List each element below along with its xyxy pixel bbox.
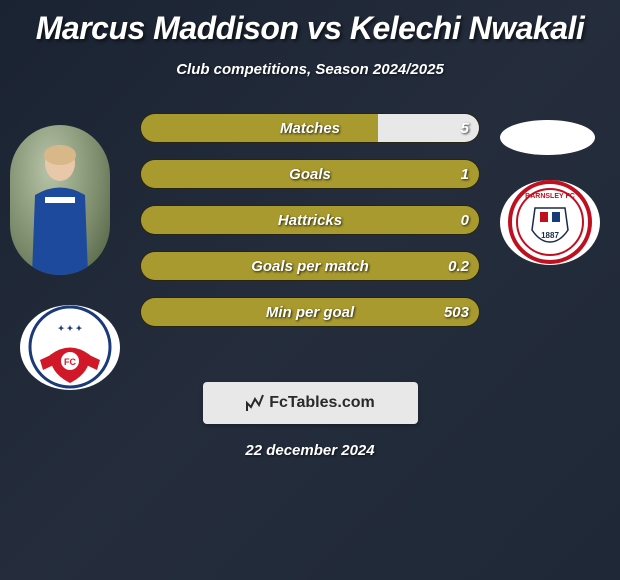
stat-value-left: 503 <box>444 304 469 321</box>
stat-label: Goals <box>289 166 331 183</box>
stat-row: Goals 1 <box>140 159 480 189</box>
stat-value-left: 0.2 <box>448 258 469 275</box>
stat-row: Min per goal 503 <box>140 297 480 327</box>
stat-fill-left <box>141 114 378 142</box>
stat-label: Matches <box>280 120 340 137</box>
stat-value-left: 1 <box>461 166 469 183</box>
stat-row: Hattricks 0 <box>140 205 480 235</box>
footer-logo[interactable]: FcTables.com <box>203 382 418 424</box>
stat-label: Hattricks <box>278 212 342 229</box>
date: 22 december 2024 <box>0 442 620 459</box>
stat-label: Goals per match <box>251 258 369 275</box>
stat-row: Goals per match 0.2 <box>140 251 480 281</box>
svg-text:FC: FC <box>64 357 76 367</box>
stat-row: Matches 5 <box>140 113 480 143</box>
comparison-title: Marcus Maddison vs Kelechi Nwakali <box>0 0 620 47</box>
stat-value-left: 0 <box>461 212 469 229</box>
stat-value-left: 5 <box>461 120 469 137</box>
stats-container: Matches 5 Goals 1 Hattricks 0 Goals per match 0… <box>0 113 620 327</box>
stat-label: Min per goal <box>266 304 354 321</box>
footer-brand: FcTables.com <box>245 393 375 413</box>
subtitle: Club competitions, Season 2024/2025 <box>0 61 620 78</box>
